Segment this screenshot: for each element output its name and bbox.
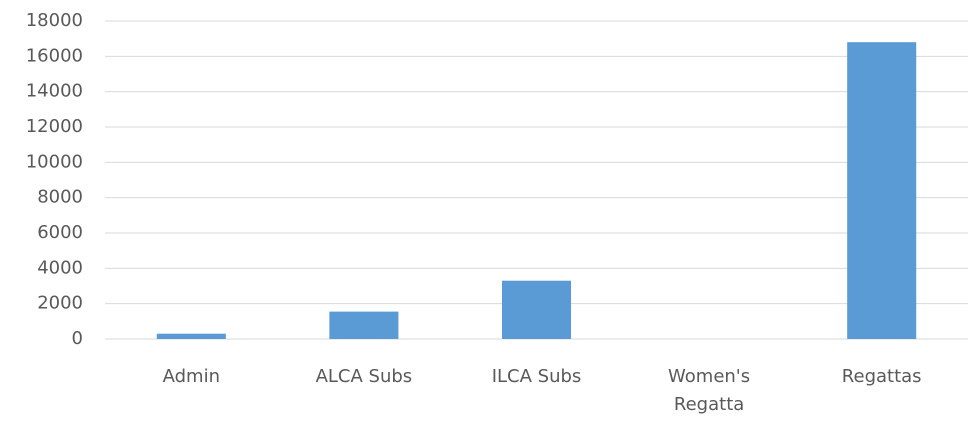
bar — [501, 280, 572, 339]
y-tick-label: 14000 — [26, 81, 83, 102]
x-tick-label: ALCA Subs — [315, 366, 413, 387]
y-tick-label: 16000 — [26, 45, 83, 66]
y-tick-label: 12000 — [26, 116, 83, 137]
y-tick-label: 4000 — [37, 257, 83, 278]
x-tick-label: Admin — [162, 366, 220, 387]
bar — [156, 333, 226, 339]
y-tick-label: 18000 — [26, 10, 83, 31]
y-tick-label: 6000 — [37, 222, 83, 243]
bar — [329, 311, 399, 339]
x-tick-label: Regattas — [841, 366, 922, 387]
y-tick-label: 2000 — [37, 293, 83, 314]
y-tick-label: 8000 — [37, 187, 83, 208]
bar — [847, 42, 917, 339]
y-tick-label: 10000 — [26, 151, 83, 172]
y-tick-label: 0 — [72, 328, 83, 349]
x-tick-label: ILCA Subs — [491, 366, 582, 387]
x-tick-label: Women's Regatta — [668, 366, 751, 415]
